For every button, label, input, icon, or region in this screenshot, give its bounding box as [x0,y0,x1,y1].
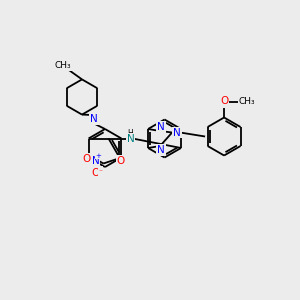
Text: N: N [90,114,98,124]
Text: N: N [173,128,181,137]
Text: O: O [82,154,91,164]
Text: O: O [220,97,228,106]
Text: N: N [92,157,99,166]
Text: +: + [95,152,101,158]
Text: CH₃: CH₃ [239,97,255,106]
Text: N: N [157,145,165,155]
Text: ⁻: ⁻ [98,167,103,176]
Text: O: O [116,156,125,166]
Text: O: O [91,169,100,178]
Text: N: N [127,134,134,143]
Text: N: N [157,122,165,132]
Text: CH₃: CH₃ [55,61,71,70]
Text: H: H [128,129,134,138]
